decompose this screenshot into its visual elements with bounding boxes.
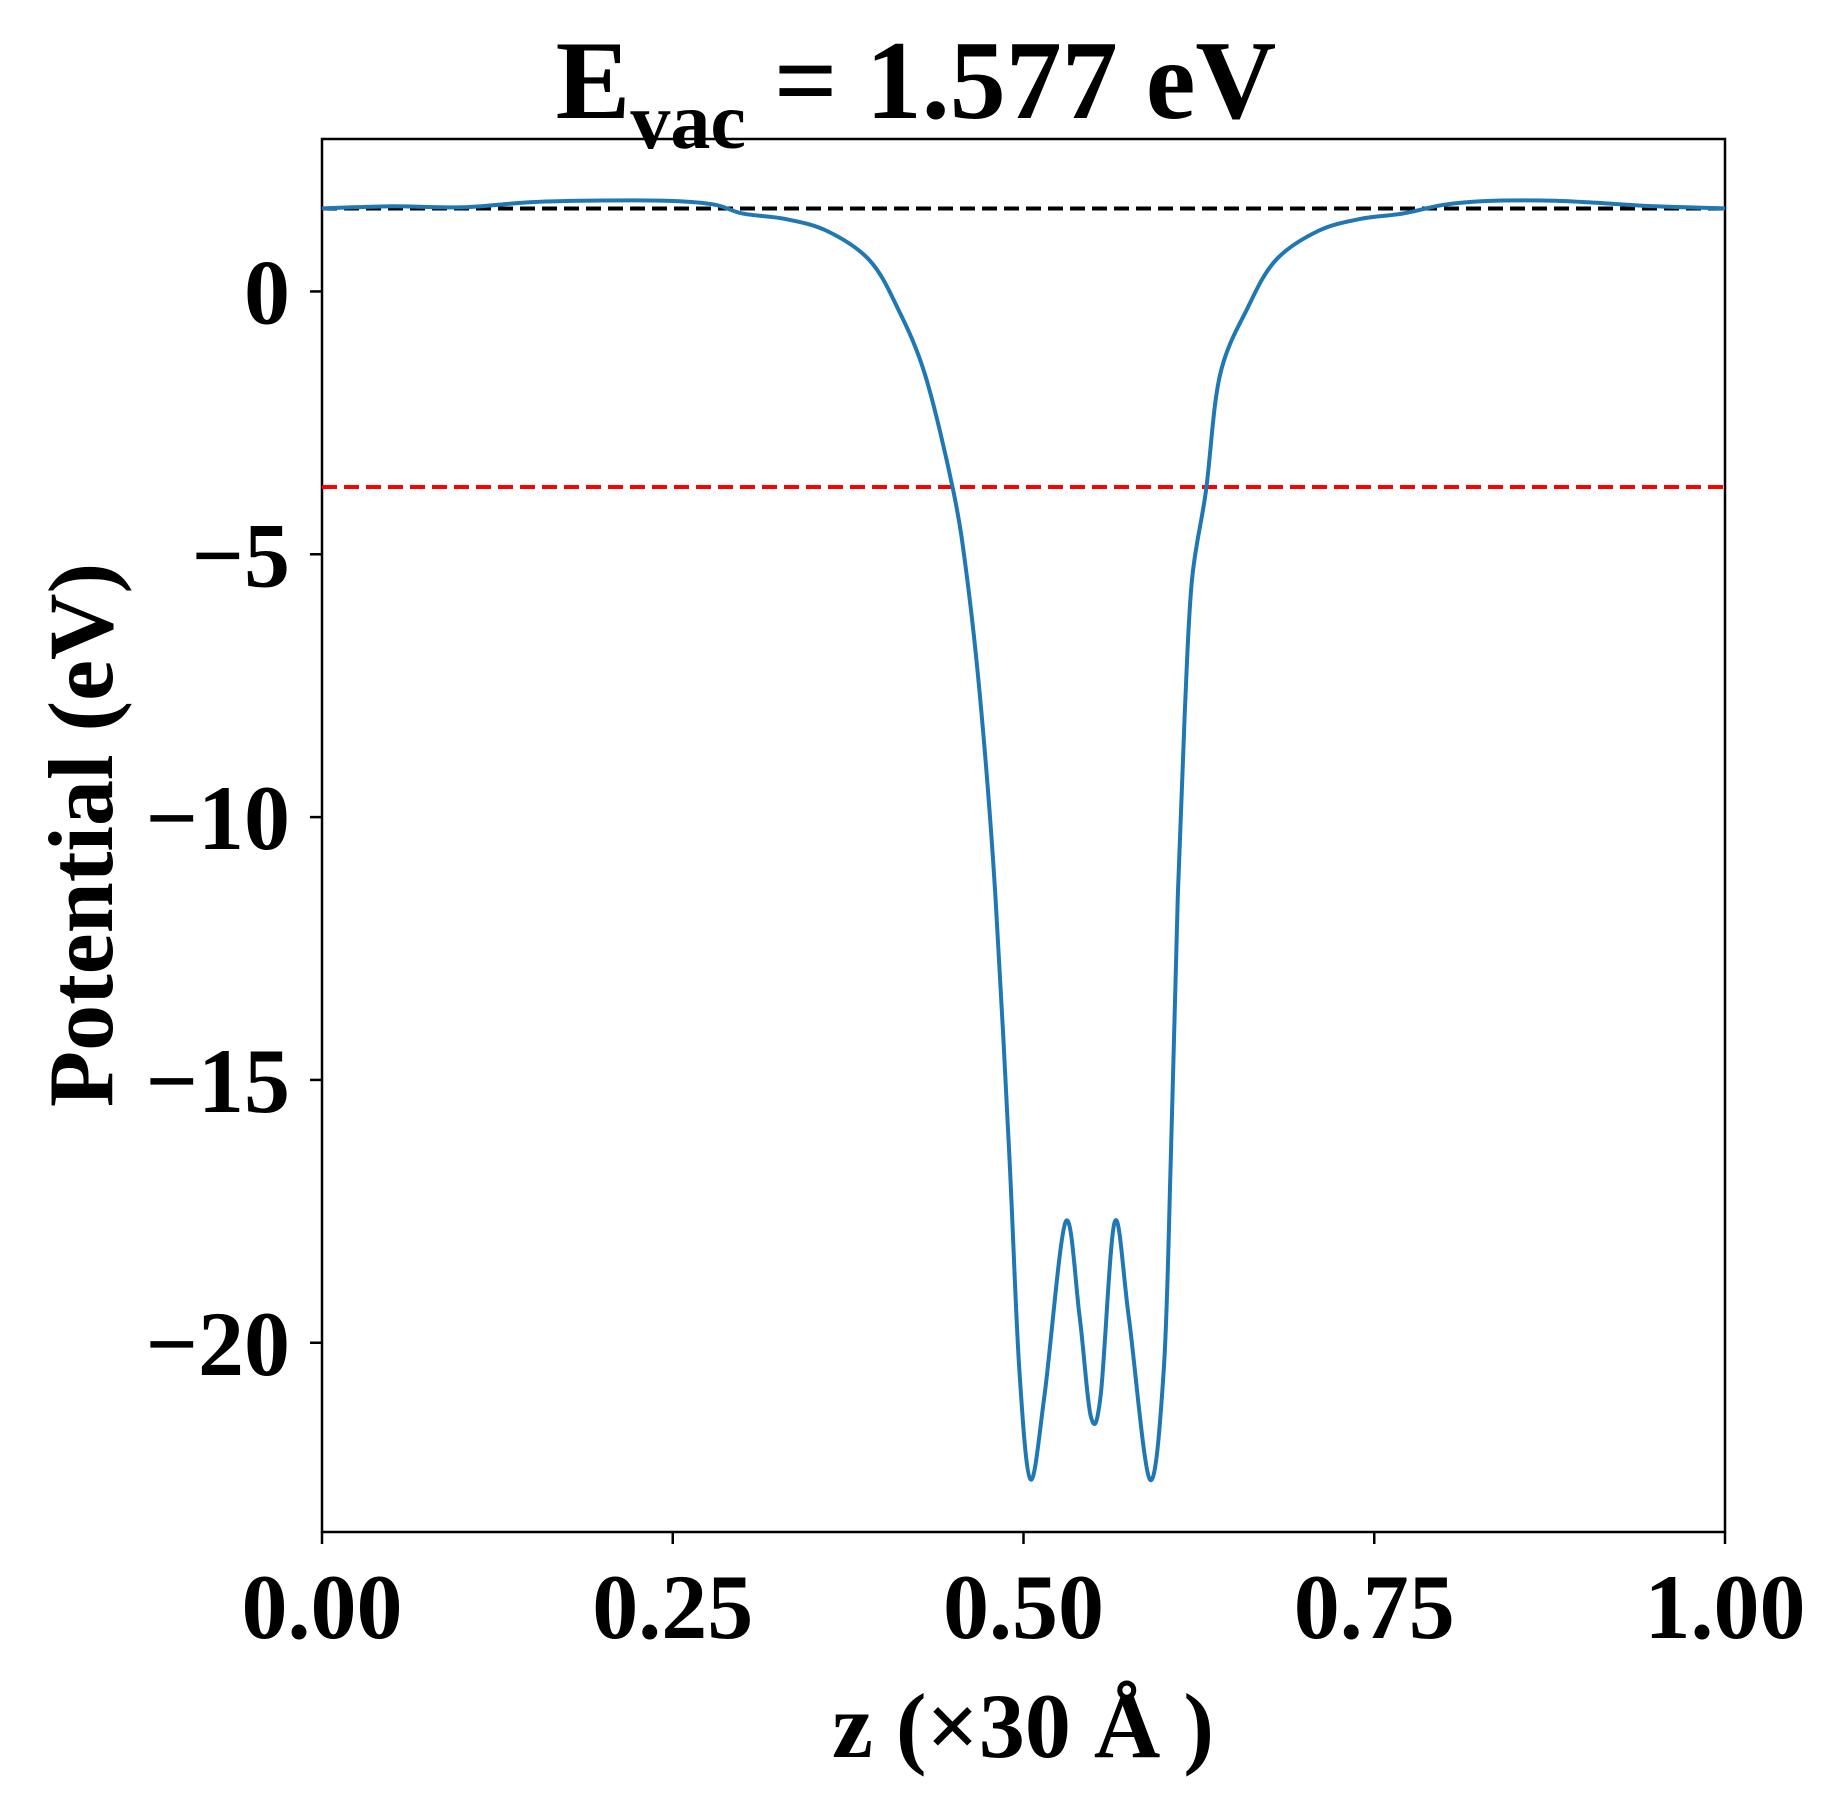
y-axis-label: Potential (eV) (30, 563, 132, 1107)
x-tick-label-3: 0.75 (1294, 1556, 1455, 1658)
y-tick-label-2: −10 (146, 767, 290, 869)
chart-title-prefix: E (556, 19, 631, 143)
y-tick-label-1: −5 (192, 504, 290, 606)
chart-title-subscript: vac (630, 78, 746, 166)
series-line-0 (321, 198, 1726, 1483)
x-tick-label-4: 1.00 (1645, 1556, 1806, 1658)
x-tick-label-1: 0.25 (592, 1556, 753, 1658)
chart-title: Evac = 1.577 eV (556, 19, 1277, 166)
y-tick-label-0: 0 (244, 241, 290, 343)
x-tick-label-0: 0.00 (242, 1556, 403, 1658)
series-group (321, 198, 1726, 1483)
x-axis: 0.00 0.25 0.50 0.75 1.00 (242, 1532, 1806, 1658)
x-tick-label-2: 0.50 (943, 1556, 1104, 1658)
chart-title-suffix: = 1.577 eV (746, 19, 1276, 143)
y-tick-label-3: −15 (146, 1030, 290, 1132)
reference-lines (322, 206, 1725, 489)
y-tick-label-4: −20 (146, 1293, 290, 1395)
plot-frame (320, 137, 1727, 1534)
y-axis: 0 −5 −10 −15 −20 (146, 241, 322, 1395)
x-axis-label: z (×30 Å ) (832, 1675, 1214, 1777)
